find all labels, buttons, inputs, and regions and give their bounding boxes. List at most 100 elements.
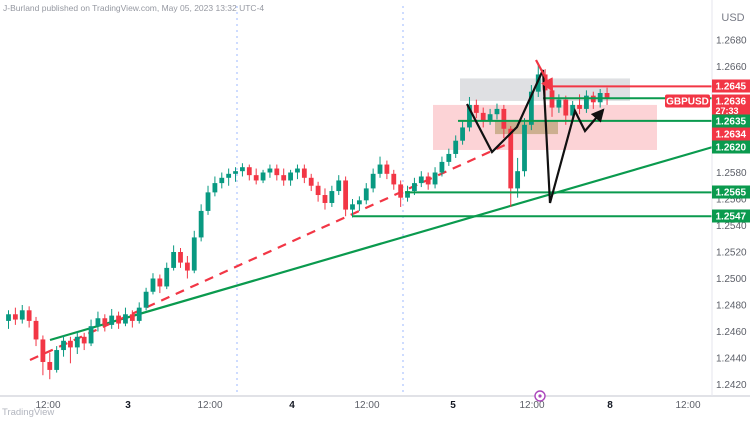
green-uptrend-line[interactable]: [49, 140, 731, 342]
attribution-text: J-Burland published on TradingView.com, …: [3, 3, 265, 13]
candle: [336, 175, 342, 196]
candle: [281, 168, 287, 186]
candle-body: [377, 164, 383, 174]
candle: [109, 308, 115, 329]
price-line-label-text: 1.2636: [716, 96, 747, 107]
candle-body: [19, 310, 25, 320]
candle: [356, 196, 362, 211]
candle-body: [95, 318, 101, 327]
candle: [6, 310, 11, 329]
candle: [350, 199, 355, 218]
projected-path-arrow[interactable]: [466, 69, 605, 204]
candle-body: [81, 336, 87, 344]
candle: [219, 172, 225, 189]
candle-body: [102, 318, 108, 325]
candle-body: [136, 307, 142, 321]
time-tick-label: 12:00: [519, 400, 544, 411]
candle-body: [233, 171, 238, 174]
candle-body: [412, 183, 417, 192]
price-line-label-text: 1.2645: [716, 81, 747, 92]
candle-body: [343, 180, 349, 210]
candle-body: [68, 340, 73, 348]
candle: [446, 148, 452, 166]
candle-body: [432, 172, 438, 185]
candle: [301, 164, 307, 184]
candle-body: [480, 112, 486, 121]
candle-body: [301, 168, 307, 178]
candle-body: [528, 91, 534, 125]
candle: [191, 230, 197, 274]
candle-body: [260, 172, 266, 181]
candle-body: [487, 114, 493, 121]
candle-body: [6, 314, 11, 321]
price-tick-label: 1.2540: [716, 221, 747, 232]
candle-body: [322, 195, 328, 203]
candle: [467, 96, 472, 132]
candle-body: [150, 278, 156, 292]
candle-body: [267, 168, 273, 173]
candle: [240, 163, 245, 177]
candle-body: [535, 74, 541, 92]
candle-body: [274, 168, 280, 176]
candle-body: [40, 339, 46, 362]
candle: [171, 245, 177, 271]
symbol-tag-text: GBPUSD: [666, 96, 709, 107]
candle: [460, 120, 465, 145]
event-marker-icon[interactable]: [534, 390, 546, 402]
candle-body: [577, 104, 582, 109]
candle-body: [315, 185, 321, 196]
price-line-label: [712, 79, 750, 93]
candle-body: [109, 315, 115, 325]
candle: [54, 346, 60, 373]
candle: [508, 126, 514, 207]
price-tick-label: 1.2500: [716, 274, 747, 285]
candle-body: [446, 153, 452, 162]
candle-body: [308, 177, 314, 186]
price-line-label: [712, 209, 750, 223]
time-axis[interactable]: 12:00 3 12:00 4 12:00 5 12:00 8 12:00: [35, 400, 700, 411]
candle: [329, 185, 335, 207]
candle-body: [501, 108, 507, 129]
time-tick-label: 12:00: [35, 400, 60, 411]
candle: [584, 90, 589, 113]
candle: [40, 335, 46, 376]
price-line-label-text: 1.2547: [716, 211, 747, 222]
candle: [226, 168, 232, 186]
candle-body: [425, 176, 431, 185]
price-tick-label: 1.2580: [716, 168, 747, 179]
rejection-arrow[interactable]: [535, 59, 554, 92]
candle-body: [61, 340, 66, 351]
candle: [26, 306, 32, 328]
candle-body: [288, 172, 293, 181]
candle-body: [494, 108, 500, 115]
line-price-labels: 1.2645 1.2636 GBPUSD 27:331.2635 1.2634 1.262…: [665, 79, 750, 223]
candle-body: [584, 95, 589, 109]
price-axis[interactable]: USD 1.2680 1.2660 1.2580 1.2560 1.2540 1.2520 1…: [716, 12, 747, 391]
candle: [604, 87, 610, 105]
candle-body: [246, 167, 252, 176]
candle: [164, 262, 170, 290]
time-tick-label: 3: [125, 400, 131, 411]
candle-body: [12, 314, 18, 320]
candle: [398, 180, 404, 207]
candle-body: [198, 210, 204, 238]
price-tick-label: 1.2660: [716, 62, 747, 73]
candle: [363, 183, 369, 205]
candle-body: [178, 252, 183, 263]
candle: [260, 169, 266, 184]
candle-body: [47, 361, 53, 370]
candle: [253, 168, 259, 185]
price-tick-label: 1.2460: [716, 327, 747, 338]
candle: [439, 156, 445, 177]
candle-body: [522, 124, 527, 172]
candle: [267, 164, 273, 178]
candle-body: [515, 171, 521, 189]
candle: [418, 171, 424, 188]
candle-body: [363, 188, 369, 201]
candle: [274, 164, 280, 181]
candle-body: [467, 104, 472, 128]
candle: [198, 204, 204, 242]
axes: [0, 0, 750, 397]
candle-body: [391, 173, 397, 185]
